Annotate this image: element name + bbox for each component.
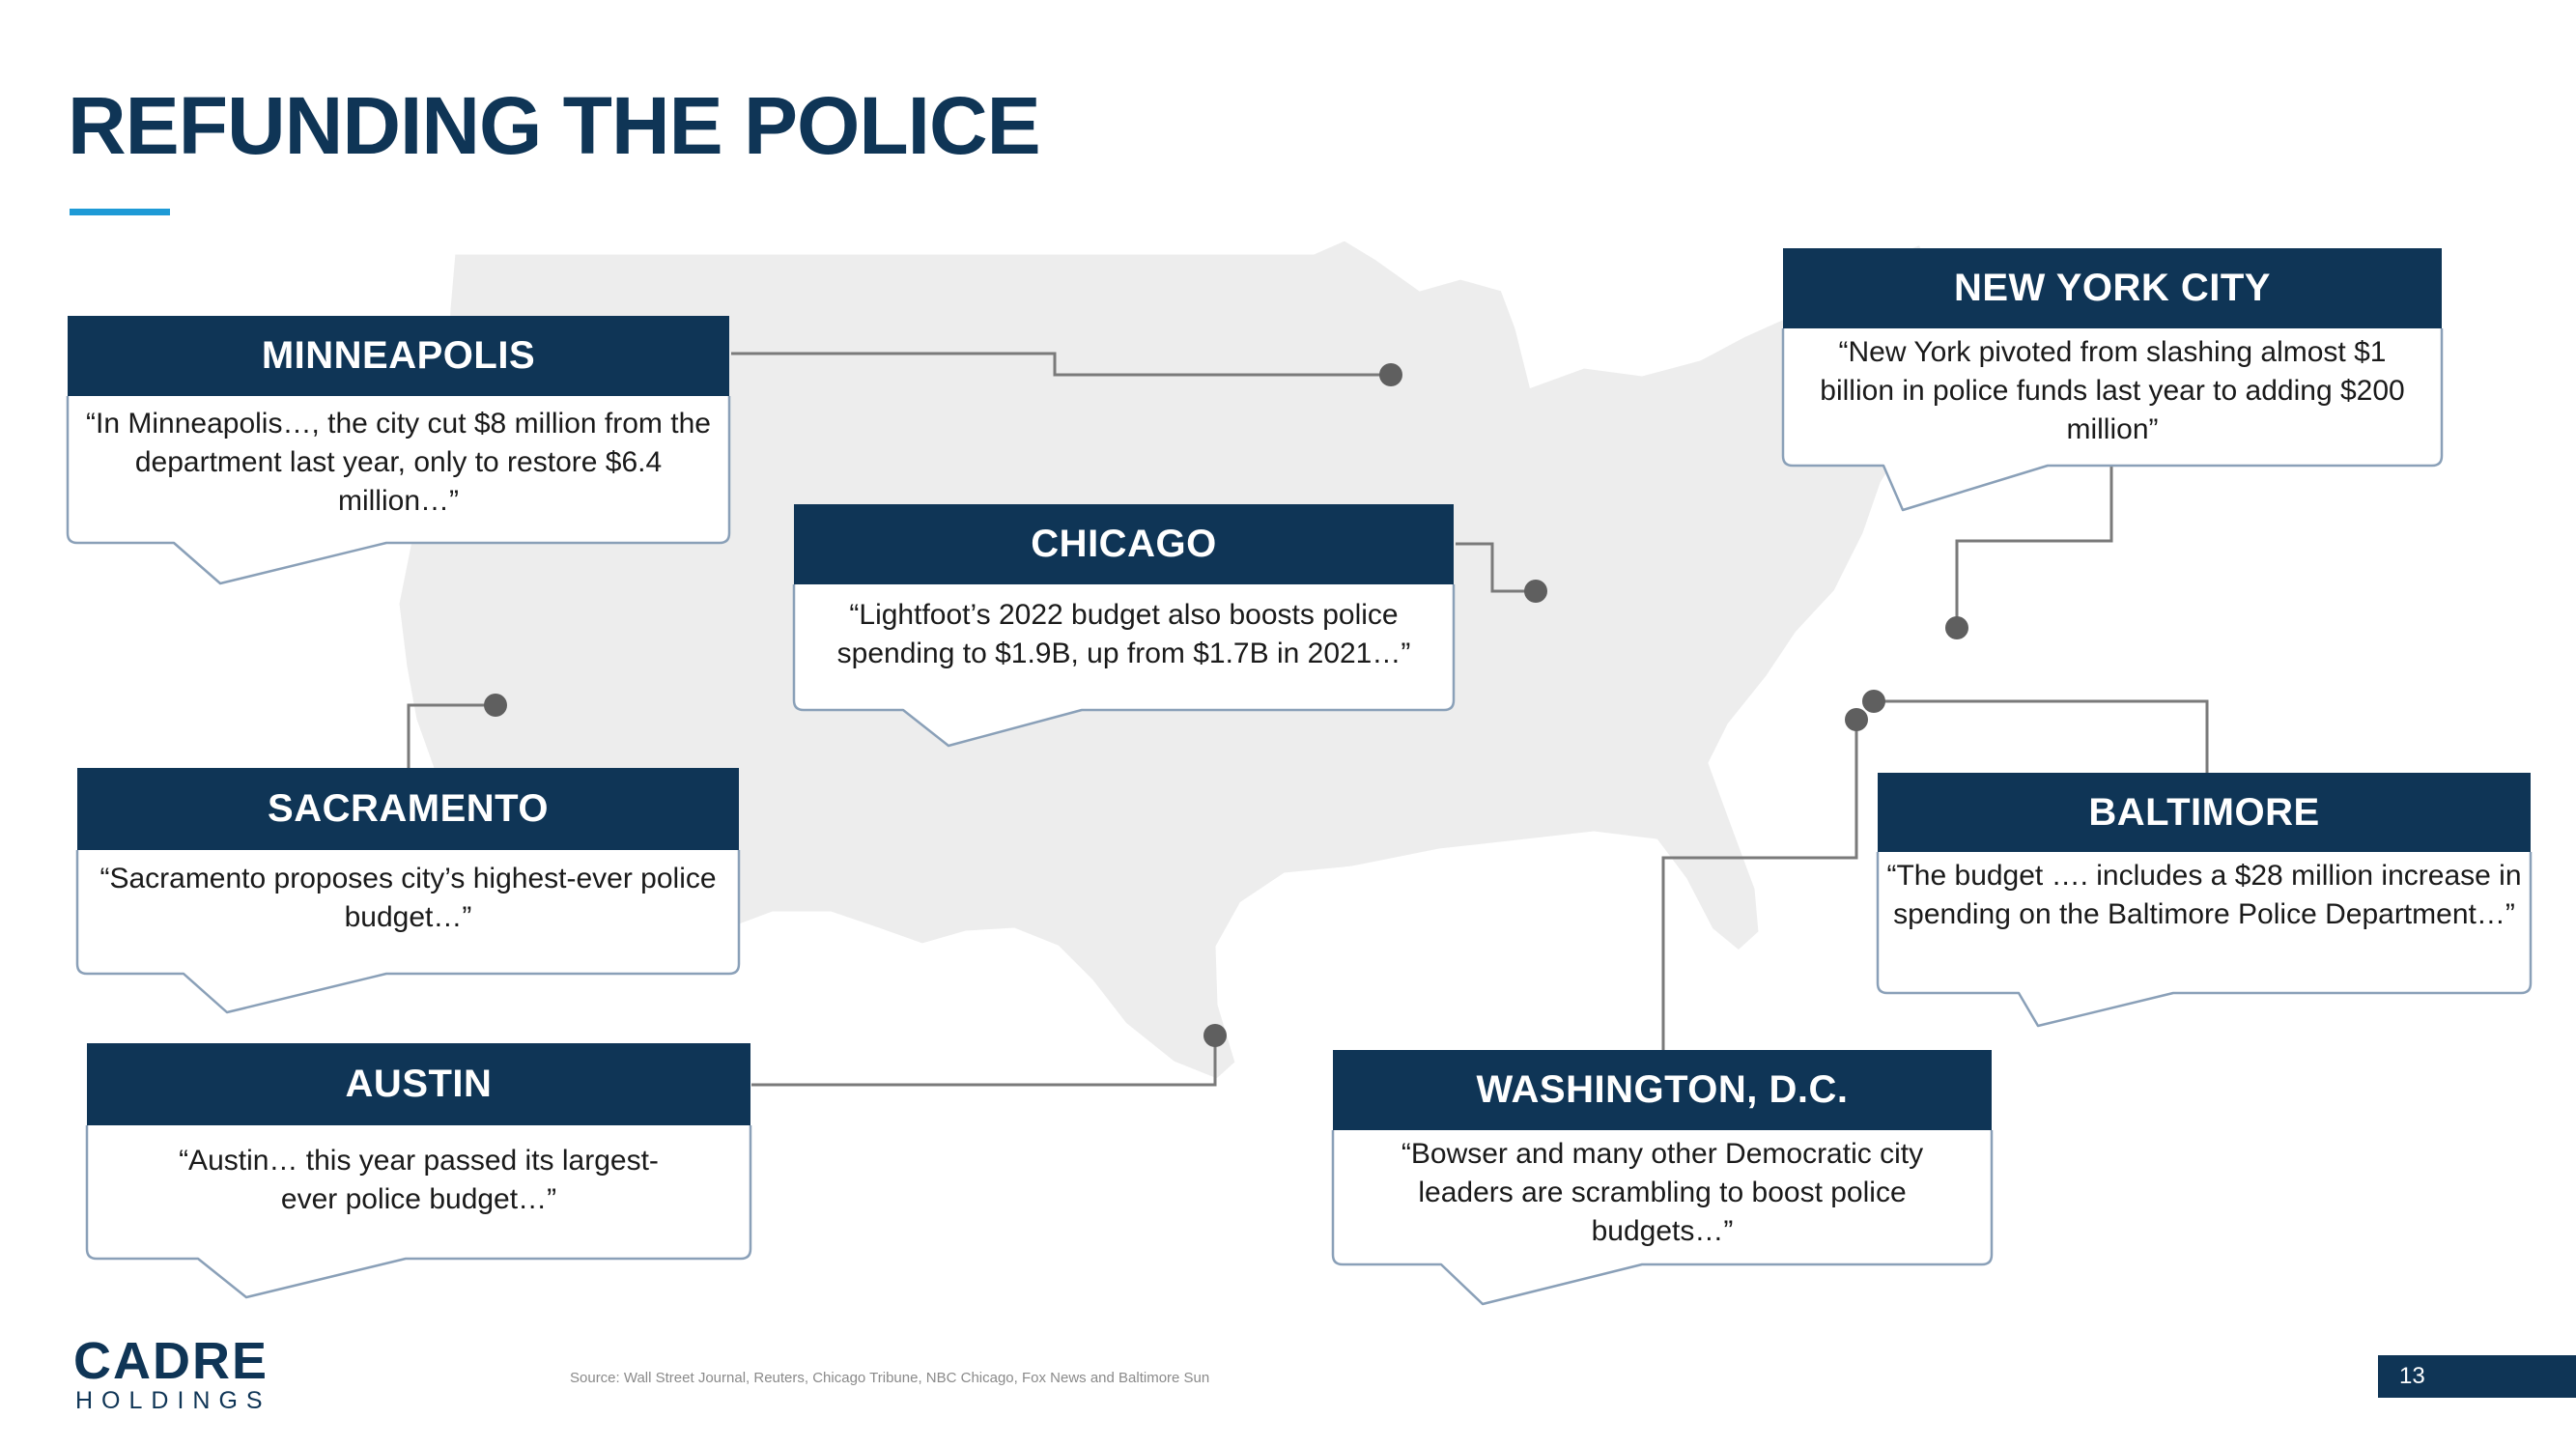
- washington-dc-marker: [1845, 708, 1868, 731]
- cadre-logo-subtitle: HOLDINGS: [75, 1387, 271, 1414]
- washington-dc-bubble: [1331, 1130, 1994, 1306]
- new-york-city-connector: [1955, 460, 2113, 628]
- title-underline: [70, 209, 170, 215]
- austin-bubble: [85, 1125, 752, 1299]
- callout-washington-dc: WASHINGTON, D.C. “Bowser and many other …: [1333, 1050, 1992, 1264]
- callout-quote: “Austin… this year passed its largest-ev…: [179, 1145, 659, 1215]
- callout-bubbles: [66, 328, 2533, 1306]
- chicago-bubble: [792, 584, 1456, 748]
- baltimore-connector: [1874, 699, 2209, 775]
- source-citation: Source: Wall Street Journal, Reuters, Ch…: [570, 1370, 1210, 1386]
- callout-quote: “Sacramento proposes city’s highest-ever…: [99, 863, 717, 933]
- minneapolis-marker: [1379, 363, 1402, 386]
- callout-heading: MINNEAPOLIS: [68, 316, 729, 396]
- austin-connector: [751, 1036, 1217, 1087]
- city-markers: [484, 363, 1968, 1047]
- chicago-marker: [1524, 580, 1547, 603]
- callout-new-york-city: NEW YORK CITY “New York pivoted from sla…: [1783, 248, 2442, 466]
- callout-quote: “New York pivoted from slashing almost $…: [1820, 336, 2405, 445]
- callout-heading: AUSTIN: [87, 1043, 750, 1125]
- sacramento-marker: [484, 694, 507, 717]
- callout-quote: “Lightfoot’s 2022 budget also boosts pol…: [836, 599, 1411, 669]
- baltimore-marker: [1862, 690, 1885, 713]
- page-number: 13: [2378, 1355, 2576, 1398]
- callout-quote: “Bowser and many other Democratic city l…: [1401, 1138, 1924, 1247]
- callout-quote: “In Minneapolis…, the city cut $8 millio…: [86, 408, 711, 517]
- connector-lines: [407, 352, 2209, 1087]
- callout-heading: WASHINGTON, D.C.: [1333, 1050, 1992, 1130]
- callout-quote: “The budget …. includes a $28 million in…: [1886, 860, 2522, 930]
- callout-heading: CHICAGO: [794, 504, 1454, 584]
- new-york-city-bubble: [1781, 328, 2444, 512]
- cadre-logo-wordmark: CADRE: [73, 1332, 269, 1390]
- callout-heading: SACRAMENTO: [77, 768, 739, 850]
- callout-minneapolis: MINNEAPOLIS “In Minneapolis…, the city c…: [68, 316, 729, 543]
- slide-title: REFUNDING THE POLICE: [68, 80, 1041, 171]
- austin-marker: [1203, 1024, 1227, 1047]
- callout-heading: NEW YORK CITY: [1783, 248, 2442, 328]
- callout-sacramento: SACRAMENTO “Sacramento proposes city’s h…: [77, 768, 739, 974]
- baltimore-bubble: [1876, 852, 2533, 1028]
- callout-baltimore: BALTIMORE “The budget …. includes a $28 …: [1878, 773, 2531, 993]
- sacramento-connector: [407, 703, 495, 768]
- minneapolis-connector: [731, 352, 1391, 377]
- callout-austin: AUSTIN “Austin… this year passed its lar…: [87, 1043, 750, 1259]
- washington-dc-connector: [1661, 720, 1858, 1050]
- sacramento-bubble: [75, 850, 741, 1014]
- minneapolis-bubble: [66, 396, 731, 585]
- callout-chicago: CHICAGO “Lightfoot’s 2022 budget also bo…: [794, 504, 1454, 710]
- callout-heading: BALTIMORE: [1878, 773, 2531, 852]
- chicago-connector: [1456, 542, 1536, 593]
- new-york-city-marker: [1945, 616, 1968, 639]
